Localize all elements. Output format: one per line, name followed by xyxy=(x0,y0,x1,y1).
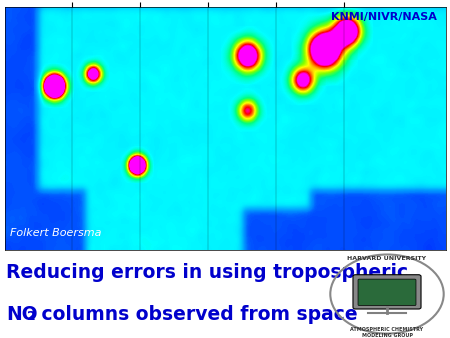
FancyBboxPatch shape xyxy=(358,279,416,306)
Text: MODELING GROUP: MODELING GROUP xyxy=(361,333,413,338)
FancyBboxPatch shape xyxy=(353,275,421,309)
Text: 2: 2 xyxy=(27,310,35,323)
Text: ATMOSPHERIC CHEMISTRY: ATMOSPHERIC CHEMISTRY xyxy=(351,328,423,333)
Text: columns observed from space: columns observed from space xyxy=(35,305,358,323)
Text: Reducing errors in using tropospheric: Reducing errors in using tropospheric xyxy=(6,263,409,282)
Text: KNMI/NIVR/NASA: KNMI/NIVR/NASA xyxy=(331,12,436,22)
Text: Folkert Boersma: Folkert Boersma xyxy=(10,228,102,238)
Text: HARVARD UNIVERSITY: HARVARD UNIVERSITY xyxy=(347,256,427,261)
Text: NO: NO xyxy=(6,305,38,323)
